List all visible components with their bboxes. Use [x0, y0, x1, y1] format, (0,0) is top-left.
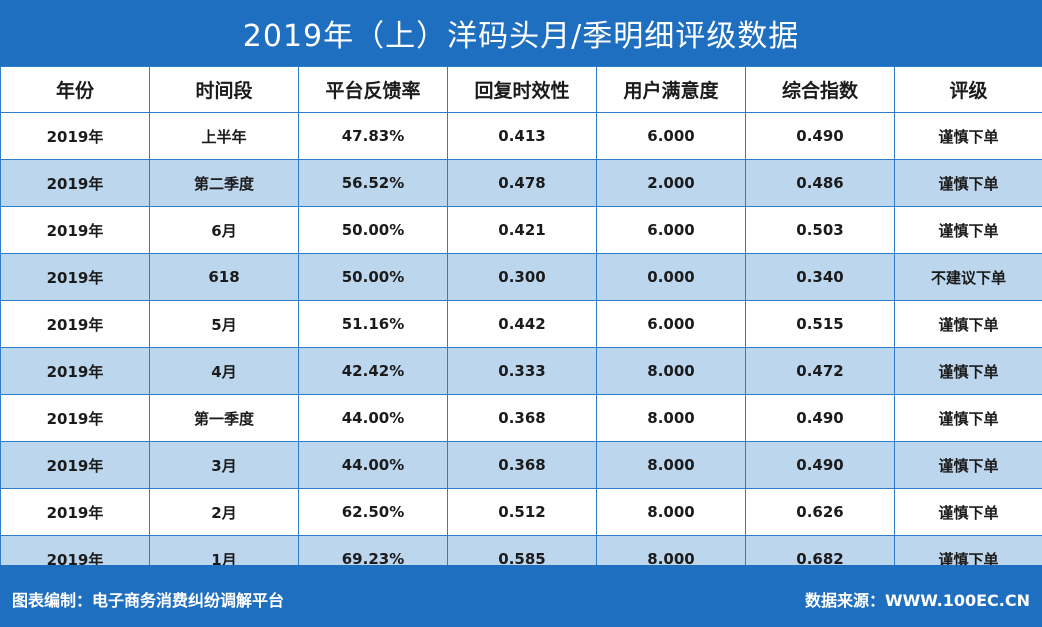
cell-period: 第二季度	[149, 159, 299, 207]
cell-feedback-rate: 50.00%	[298, 206, 448, 254]
cell-reply-timeliness: 0.300	[447, 253, 597, 301]
data-table-container: 年份 时间段 平台反馈率 回复时效性 用户满意度 综合指数 评级 2019年 上半…	[0, 66, 1042, 583]
cell-composite-index: 0.515	[745, 300, 895, 348]
cell-user-satisfaction: 6.000	[596, 300, 746, 348]
cell-reply-timeliness: 0.413	[447, 112, 597, 160]
cell-year: 2019年	[0, 394, 150, 442]
cell-period: 6月	[149, 206, 299, 254]
header-reply-timeliness: 回复时效性	[447, 66, 597, 113]
cell-composite-index: 0.503	[745, 206, 895, 254]
cell-reply-timeliness: 0.421	[447, 206, 597, 254]
table-body: 2019年 上半年 47.83% 0.413 6.000 0.490 谨慎下单 2019年 第二…	[0, 112, 1042, 583]
cell-period: 618	[149, 253, 299, 301]
cell-feedback-rate: 50.00%	[298, 253, 448, 301]
table-row: 2019年 上半年 47.83% 0.413 6.000 0.490 谨慎下单	[0, 112, 1042, 160]
cell-rating: 谨慎下单	[894, 112, 1042, 160]
cell-composite-index: 0.626	[745, 488, 895, 536]
cell-user-satisfaction: 2.000	[596, 159, 746, 207]
cell-user-satisfaction: 0.000	[596, 253, 746, 301]
table-row: 2019年 618 50.00% 0.300 0.000 0.340 不建议下单	[0, 253, 1042, 301]
cell-rating: 谨慎下单	[894, 394, 1042, 442]
cell-reply-timeliness: 0.368	[447, 394, 597, 442]
header-rating: 评级	[894, 66, 1042, 113]
cell-year: 2019年	[0, 112, 150, 160]
table-row: 2019年 6月 50.00% 0.421 6.000 0.503 谨慎下单	[0, 206, 1042, 254]
cell-rating: 谨慎下单	[894, 441, 1042, 489]
footer: 图表编制：电子商务消费纠纷调解平台 数据来源：WWW.100EC.CN	[0, 565, 1042, 627]
cell-period: 5月	[149, 300, 299, 348]
cell-feedback-rate: 44.00%	[298, 394, 448, 442]
cell-feedback-rate: 51.16%	[298, 300, 448, 348]
cell-feedback-rate: 42.42%	[298, 347, 448, 395]
page-title: 2019年（上）洋码头月/季明细评级数据	[0, 0, 1042, 66]
header-year: 年份	[0, 66, 150, 113]
header-user-satisfaction: 用户满意度	[596, 66, 746, 113]
header-period: 时间段	[149, 66, 299, 113]
cell-user-satisfaction: 8.000	[596, 488, 746, 536]
cell-composite-index: 0.472	[745, 347, 895, 395]
cell-reply-timeliness: 0.368	[447, 441, 597, 489]
table-row: 2019年 3月 44.00% 0.368 8.000 0.490 谨慎下单	[0, 441, 1042, 489]
cell-period: 2月	[149, 488, 299, 536]
data-table: 年份 时间段 平台反馈率 回复时效性 用户满意度 综合指数 评级 2019年 上半…	[0, 66, 1042, 583]
cell-year: 2019年	[0, 347, 150, 395]
cell-reply-timeliness: 0.512	[447, 488, 597, 536]
cell-reply-timeliness: 0.478	[447, 159, 597, 207]
cell-rating: 谨慎下单	[894, 347, 1042, 395]
footer-credit: 图表编制：电子商务消费纠纷调解平台	[12, 591, 285, 610]
cell-year: 2019年	[0, 441, 150, 489]
cell-rating: 谨慎下单	[894, 300, 1042, 348]
cell-composite-index: 0.490	[745, 394, 895, 442]
cell-rating: 不建议下单	[894, 253, 1042, 301]
cell-composite-index: 0.490	[745, 112, 895, 160]
table-header-row: 年份 时间段 平台反馈率 回复时效性 用户满意度 综合指数 评级	[0, 66, 1042, 113]
cell-user-satisfaction: 6.000	[596, 206, 746, 254]
cell-rating: 谨慎下单	[894, 488, 1042, 536]
footer-source: 数据来源：WWW.100EC.CN	[804, 591, 1030, 610]
cell-year: 2019年	[0, 253, 150, 301]
cell-user-satisfaction: 8.000	[596, 394, 746, 442]
table-row: 2019年 4月 42.42% 0.333 8.000 0.472 谨慎下单	[0, 347, 1042, 395]
header-feedback-rate: 平台反馈率	[298, 66, 448, 113]
cell-composite-index: 0.486	[745, 159, 895, 207]
header-composite-index: 综合指数	[745, 66, 895, 113]
table-row: 2019年 2月 62.50% 0.512 8.000 0.626 谨慎下单	[0, 488, 1042, 536]
cell-user-satisfaction: 6.000	[596, 112, 746, 160]
cell-period: 3月	[149, 441, 299, 489]
cell-feedback-rate: 47.83%	[298, 112, 448, 160]
cell-period: 上半年	[149, 112, 299, 160]
cell-year: 2019年	[0, 488, 150, 536]
cell-period: 第一季度	[149, 394, 299, 442]
cell-year: 2019年	[0, 300, 150, 348]
table-row: 2019年 第二季度 56.52% 0.478 2.000 0.486 谨慎下单	[0, 159, 1042, 207]
cell-reply-timeliness: 0.442	[447, 300, 597, 348]
table-row: 2019年 第一季度 44.00% 0.368 8.000 0.490 谨慎下单	[0, 394, 1042, 442]
cell-user-satisfaction: 8.000	[596, 441, 746, 489]
cell-composite-index: 0.340	[745, 253, 895, 301]
cell-feedback-rate: 44.00%	[298, 441, 448, 489]
cell-feedback-rate: 56.52%	[298, 159, 448, 207]
cell-period: 4月	[149, 347, 299, 395]
cell-user-satisfaction: 8.000	[596, 347, 746, 395]
cell-rating: 谨慎下单	[894, 159, 1042, 207]
cell-year: 2019年	[0, 159, 150, 207]
table-row: 2019年 5月 51.16% 0.442 6.000 0.515 谨慎下单	[0, 300, 1042, 348]
cell-composite-index: 0.490	[745, 441, 895, 489]
cell-rating: 谨慎下单	[894, 206, 1042, 254]
cell-feedback-rate: 62.50%	[298, 488, 448, 536]
cell-reply-timeliness: 0.333	[447, 347, 597, 395]
cell-year: 2019年	[0, 206, 150, 254]
